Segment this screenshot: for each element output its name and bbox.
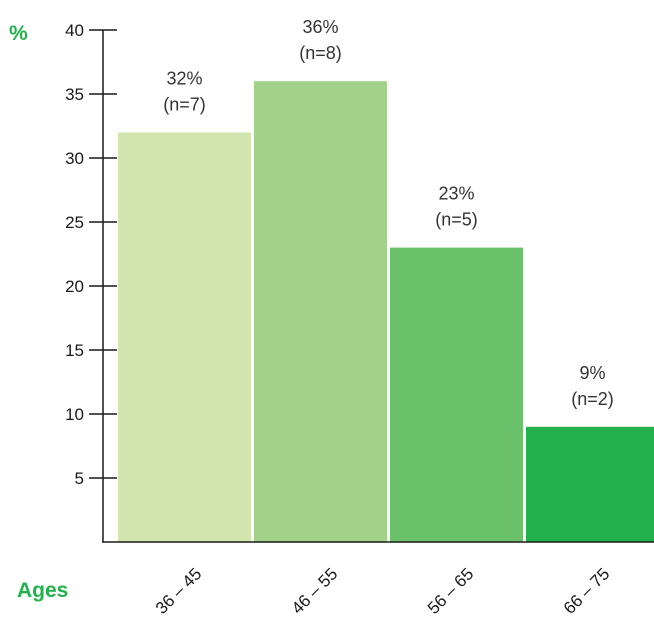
data-label-percent: 23% [438, 184, 474, 204]
y-tick-label: 25 [65, 213, 84, 232]
y-axis-ticks: 5 10 15 20 25 30 35 40 [65, 21, 117, 488]
y-tick-label: 15 [65, 341, 84, 360]
x-category-label: 36 – 45 [152, 564, 206, 618]
x-axis-categories: 36 – 45 46 – 55 56 – 65 66 – 75 [152, 564, 614, 618]
y-tick-label: 10 [65, 405, 84, 424]
data-label-count: (n=8) [299, 43, 342, 63]
data-label-percent: 9% [579, 363, 605, 383]
y-tick-label: 30 [65, 149, 84, 168]
bar-1 [118, 132, 251, 542]
data-label-percent: 36% [302, 17, 338, 37]
x-category-label: 46 – 55 [288, 564, 342, 618]
x-category-label: 66 – 75 [560, 564, 614, 618]
bar-3 [390, 247, 523, 542]
y-tick-label: 35 [65, 85, 84, 104]
bar-4 [526, 426, 654, 542]
data-label-count: (n=5) [435, 210, 478, 230]
data-label-percent: 32% [166, 68, 202, 88]
x-category-label: 56 – 65 [424, 564, 478, 618]
bars-group [118, 81, 654, 542]
y-tick-label: 20 [65, 277, 84, 296]
data-labels-group: 32% (n=7) 36% (n=8) 23% (n=5) 9% (n=2) [163, 17, 614, 409]
y-axis-title: % [9, 22, 28, 45]
y-tick-label: 40 [65, 21, 84, 40]
bar-2 [254, 81, 387, 542]
data-label-count: (n=7) [163, 94, 206, 114]
data-label-count: (n=2) [571, 389, 614, 409]
x-axis-title: Ages [17, 579, 68, 602]
y-tick-label: 5 [75, 469, 84, 488]
